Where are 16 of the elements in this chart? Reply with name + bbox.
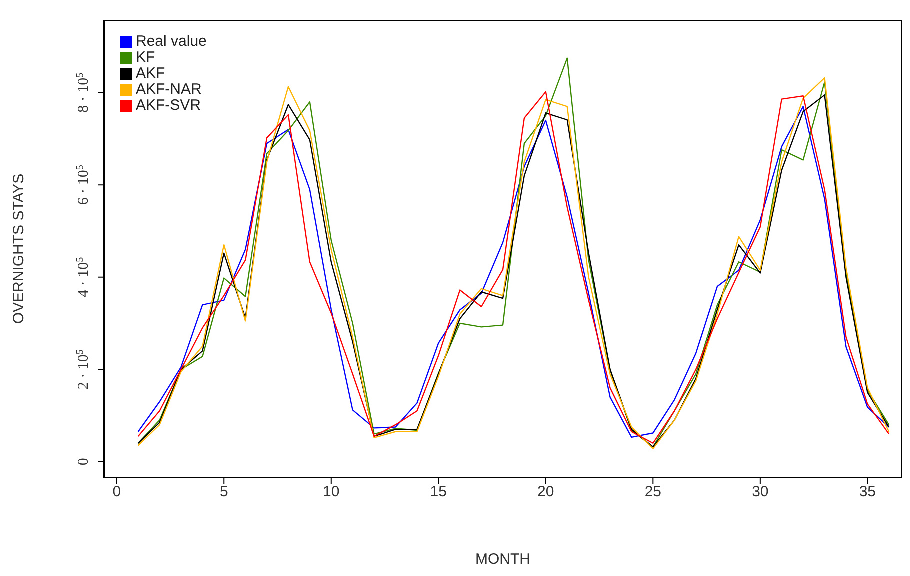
- x-tick-label: 5: [220, 484, 228, 501]
- legend-label: AKF: [136, 65, 166, 82]
- x-tick-label: 15: [430, 484, 447, 501]
- x-axis-title: MONTH: [476, 551, 530, 568]
- x-tick-label: 25: [644, 484, 662, 501]
- x-tick-label: 35: [859, 484, 876, 501]
- legend-label: KF: [136, 49, 156, 66]
- x-tick-label: 20: [538, 484, 554, 501]
- x-tick-label: 30: [752, 484, 769, 501]
- legend-label: AKF-NAR: [136, 81, 202, 98]
- y-tick-label: 0: [76, 458, 92, 466]
- legend-label: AKF-SVR: [136, 97, 202, 114]
- x-tick-label: 0: [112, 484, 122, 501]
- y-axis-title: OVERNIGHTS STAYS: [10, 174, 28, 324]
- legend-label: Real value: [136, 33, 207, 50]
- x-tick-label: 10: [323, 484, 340, 501]
